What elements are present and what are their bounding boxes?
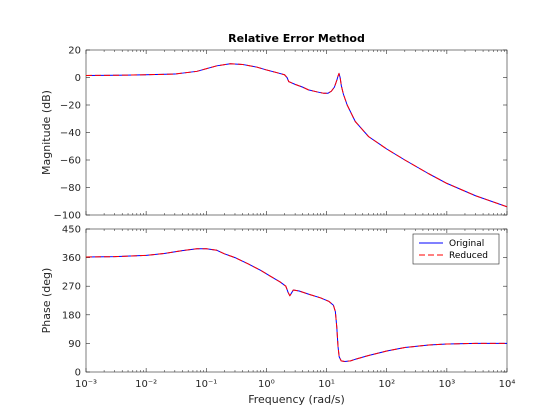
plot-area	[85, 49, 508, 216]
y-tick-label: 360	[62, 253, 81, 264]
x-tick-label: 10²	[378, 379, 395, 390]
x-tick-label: 10⁻¹	[195, 379, 217, 390]
y-axis-label: Phase (deg)	[40, 268, 53, 334]
y-axis-label: Magnitude (dB)	[40, 90, 53, 175]
legend: Original Reduced	[412, 233, 500, 265]
y-tick-label: −60	[60, 156, 81, 167]
y-tick-label: 0	[75, 368, 81, 379]
legend-box	[412, 233, 500, 265]
x-tick-label: 10⁴	[499, 379, 516, 390]
x-tick-label: 10¹	[318, 379, 335, 390]
chart-title: Relative Error Method	[228, 32, 365, 45]
x-tick-label: 10⁻²	[135, 379, 157, 390]
series-line-reduced	[86, 63, 507, 208]
y-tick-label: 180	[62, 310, 81, 321]
legend-label-original: Original	[449, 239, 484, 249]
axes-2: 10⁻³ 10⁻² 10⁻¹ 10⁰ 10¹ 10² 10³ 10⁴ 0 90 180 270 360 4…	[40, 225, 515, 407]
y-tick-label: −80	[60, 183, 81, 194]
y-tick-label: −20	[60, 101, 81, 112]
y-tick-label: 20	[68, 46, 81, 57]
chart-root: −100 −80 −60 −40 −20 0 20 Relative Error Method…	[40, 32, 515, 406]
x-tick-label: 10³	[438, 379, 455, 390]
x-axis-label: Frequency (rad/s)	[248, 393, 345, 406]
x-tick-label: 10⁰	[258, 379, 275, 390]
legend-label-reduced: Reduced	[449, 251, 488, 261]
y-tick-label: 0	[75, 73, 81, 84]
y-tick-label: 450	[62, 225, 81, 236]
axes-1: −100 −80 −60 −40 −20 0 20 Relative Error Method…	[40, 32, 508, 222]
x-tick-label: 10⁻³	[75, 379, 97, 390]
y-tick-label: −100	[54, 211, 81, 222]
series-group	[86, 63, 507, 208]
y-tick-label: 90	[68, 339, 81, 350]
series-group	[86, 248, 507, 363]
y-tick-label: 270	[62, 282, 81, 293]
series-line-original	[86, 248, 507, 363]
y-tick-label: −40	[60, 128, 81, 139]
